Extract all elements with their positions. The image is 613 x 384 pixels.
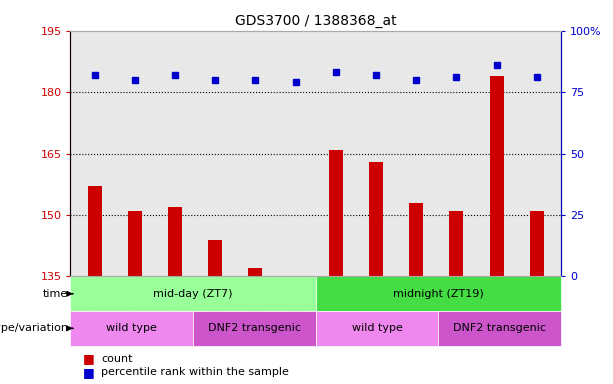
Bar [490,76,504,276]
Text: midnight (ZT19): midnight (ZT19) [393,289,484,299]
Bar [449,211,463,276]
Bar [248,268,262,276]
Bar [409,203,423,276]
Text: mid-day (ZT7): mid-day (ZT7) [153,289,233,299]
Bar [88,186,102,276]
Bar [316,276,561,311]
Text: DNF2 transgenic: DNF2 transgenic [453,323,546,333]
Text: DNF2 transgenic: DNF2 transgenic [208,323,301,333]
Text: wild type: wild type [352,323,402,333]
Text: percentile rank within the sample: percentile rank within the sample [101,367,289,377]
Text: count: count [101,354,132,364]
Text: ■: ■ [83,366,94,379]
Bar [438,311,561,346]
Text: time: time [43,289,68,299]
Text: wild type: wild type [107,323,157,333]
Bar [128,211,142,276]
Bar [530,211,544,276]
Text: ■: ■ [83,353,94,366]
Bar [168,207,182,276]
Bar [316,311,438,346]
Bar [70,276,316,311]
Bar [70,311,193,346]
Bar [193,311,316,346]
Bar [329,149,343,276]
Title: GDS3700 / 1388368_at: GDS3700 / 1388368_at [235,14,397,28]
Bar [208,240,223,276]
Text: genotype/variation: genotype/variation [0,323,68,333]
Bar [369,162,383,276]
